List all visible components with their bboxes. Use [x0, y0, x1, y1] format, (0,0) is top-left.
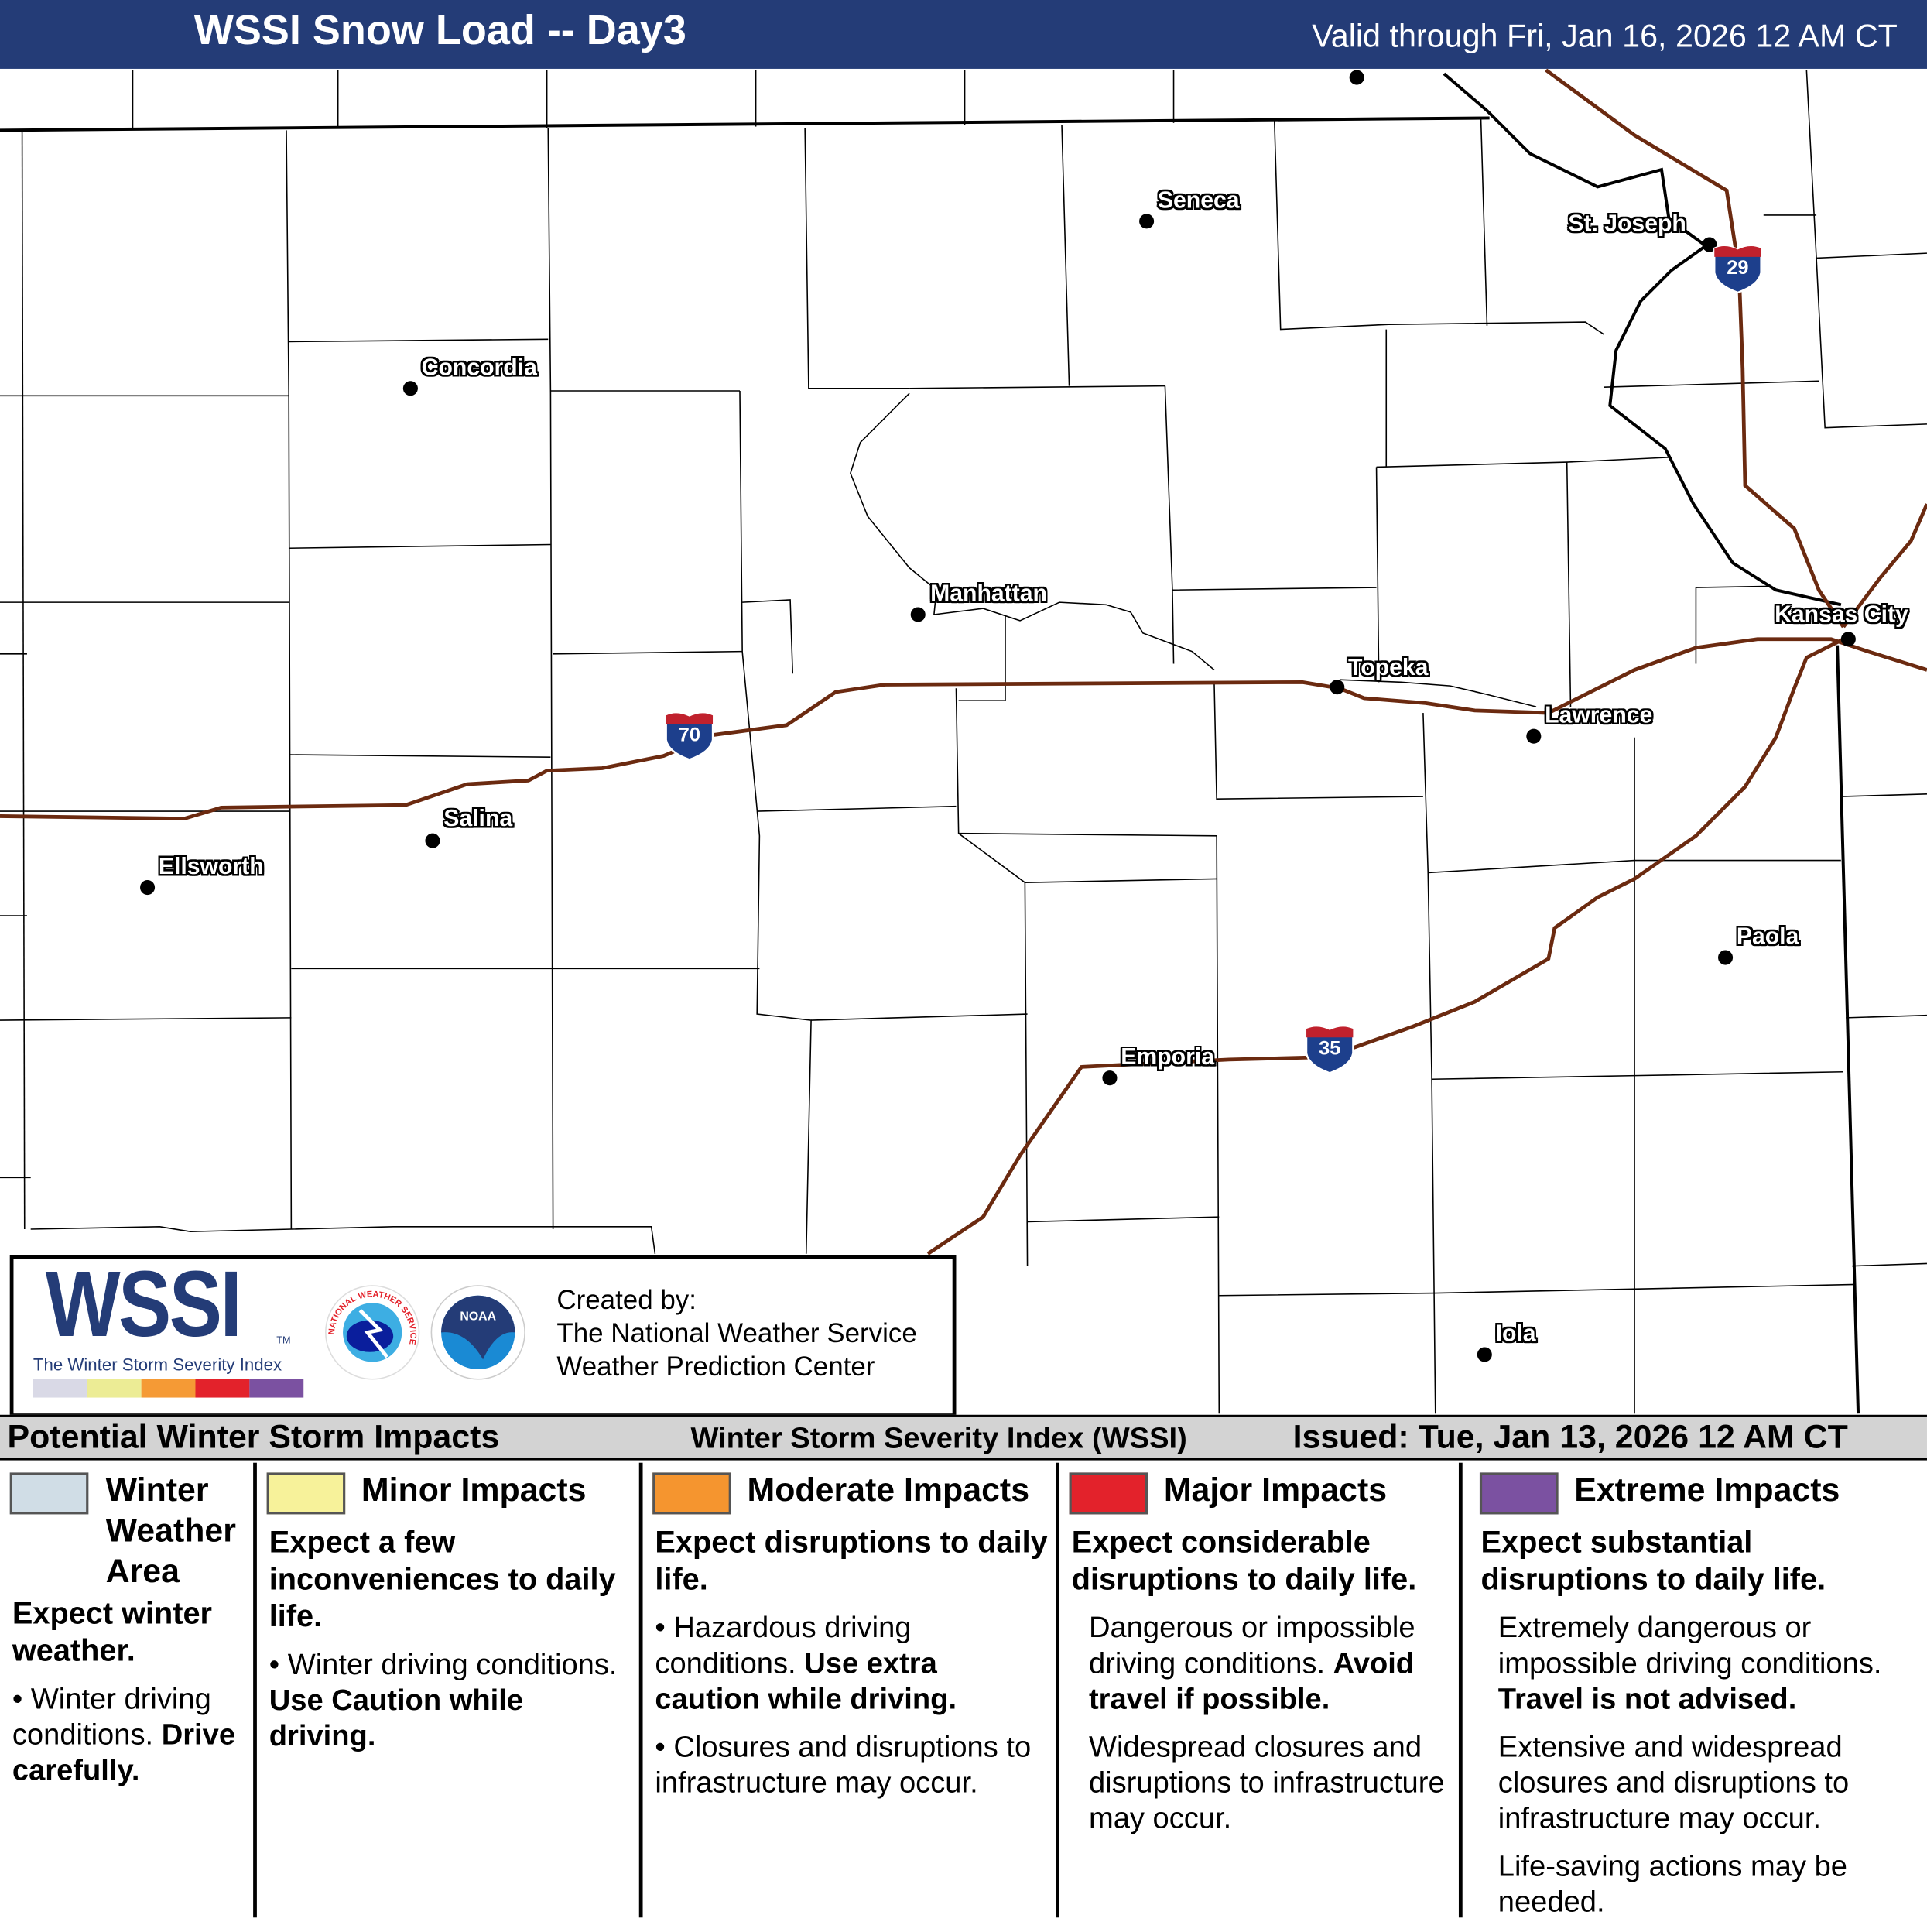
- city-label-paola: Paola: [1736, 924, 1799, 951]
- legend-text: Extremely dangerous or impossible drivin…: [1497, 1611, 1882, 1716]
- legend-index-name: Winter Storm Severity Index (WSSI): [690, 1422, 1187, 1456]
- issued-time: Issued: Tue, Jan 13, 2026 12 AM CT: [1292, 1418, 1848, 1456]
- credit-nws: The National Weather Service: [556, 1317, 917, 1349]
- legend-text: Extensive and widespread closures and di…: [1497, 1730, 1850, 1835]
- legend-swatch: [9, 1472, 89, 1515]
- city-dots: [140, 70, 1856, 1362]
- city-label-manhattan: Manhattan: [930, 581, 1047, 608]
- city-label-concordia: Concordia: [421, 355, 537, 382]
- legend-category-title: Minor Impacts: [361, 1471, 587, 1509]
- legend-swatch: [266, 1472, 346, 1515]
- interstates: [0, 68, 1927, 1255]
- wssi-subtitle: The Winter Storm Severity Index: [33, 1354, 282, 1375]
- legend-divider: [638, 1462, 643, 1918]
- legend-moderate-impacts: Moderate Impacts Expect disruptions to d…: [643, 1463, 1056, 1918]
- trademark: TM: [276, 1334, 291, 1346]
- legend-lead: Expect considerable disruptions to daily…: [1071, 1525, 1417, 1597]
- legend-extreme-impacts: Extreme Impacts Expect substantial disru…: [1463, 1463, 1927, 1919]
- legend-lead: Expect winter weather.: [12, 1596, 213, 1668]
- city-label-iola: Iola: [1495, 1321, 1536, 1348]
- legend-text: Widespread closures and disruptions to i…: [1088, 1730, 1445, 1835]
- legend-text: Dangerous or impossible driving conditio…: [1088, 1611, 1415, 1716]
- created-by-label: Created by:: [556, 1284, 697, 1316]
- credits-text: Created by: The National Weather Service…: [556, 1283, 916, 1383]
- legend-lead: Expect substantial disruptions to daily …: [1480, 1525, 1826, 1597]
- base-map: [0, 68, 1927, 1414]
- city-label-emporia: Emporia: [1121, 1044, 1214, 1071]
- legend-lead: Expect disruptions to daily life.: [655, 1525, 1048, 1597]
- legend-major-impacts: Major Impacts Expect considerable disrup…: [1059, 1463, 1459, 1918]
- legend-bullet: • Winter driving conditions. Drive caref…: [12, 1682, 236, 1787]
- legend-winter-weather-area: Winter Weather Area Expect winter weather.…: [0, 1463, 253, 1918]
- county-lines: [0, 70, 1927, 1414]
- interstate-70-shield: 70: [664, 711, 716, 761]
- city-label-kansas-city: Kansas City: [1775, 602, 1908, 629]
- legend-category-title: Moderate Impacts: [747, 1471, 1030, 1509]
- valid-time: Valid through Fri, Jan 16, 2026 12 AM CT: [1312, 17, 1898, 54]
- legend-header: Potential Winter Storm Impacts Winter St…: [0, 1414, 1927, 1461]
- city-label-ellsworth: Ellsworth: [158, 854, 264, 881]
- city-label-st-joseph: St. Joseph: [1568, 211, 1686, 238]
- noaa-logo-icon: NOAA: [430, 1285, 525, 1380]
- legend-category-title: Extreme Impacts: [1574, 1471, 1840, 1509]
- kansas-river: [850, 392, 1537, 707]
- wssi-color-bar: [33, 1379, 304, 1398]
- interstate-35-shield: 35: [1304, 1024, 1356, 1074]
- legend-divider: [253, 1462, 257, 1918]
- legend-title: Potential Winter Storm Impacts: [7, 1418, 500, 1456]
- wssi-logo: WSSI: [45, 1252, 242, 1358]
- credit-wpc: Weather Prediction Center: [556, 1351, 875, 1382]
- noaa-logo-text: NOAA: [460, 1310, 496, 1324]
- legend-swatch: [652, 1472, 731, 1515]
- legend-lead: Expect a few inconveniences to daily lif…: [269, 1525, 616, 1634]
- interstate-number: 70: [678, 724, 700, 746]
- legend-swatch: [1479, 1472, 1559, 1515]
- nws-logo-icon: NATIONAL WEATHER SERVICE: [325, 1285, 420, 1380]
- legend-bullet: • Closures and disruptions to infrastruc…: [655, 1730, 1032, 1800]
- city-label-seneca: Seneca: [1157, 187, 1240, 214]
- legend-divider: [1056, 1462, 1059, 1918]
- map-title: WSSI Snow Load -- Day3: [193, 7, 686, 54]
- legend-bullet: • Hazardous driving conditions. Use extr…: [655, 1611, 957, 1716]
- state-borders: [0, 72, 1860, 1414]
- interstate-number: 29: [1727, 258, 1749, 279]
- header-bar: WSSI Snow Load -- Day3 Valid through Fri…: [0, 0, 1927, 69]
- legend-bullet: • Winter driving conditions. Use Caution…: [269, 1648, 618, 1753]
- city-label-salina: Salina: [443, 806, 513, 833]
- interstate-29-shield: 29: [1712, 243, 1764, 294]
- city-label-lawrence: Lawrence: [1545, 703, 1653, 729]
- legend-category-title: Major Impacts: [1163, 1471, 1388, 1509]
- legend-swatch: [1069, 1472, 1148, 1515]
- legend-text: Life-saving actions may be needed.: [1497, 1849, 1848, 1919]
- legend-divider: [1458, 1462, 1463, 1918]
- interstate-number: 35: [1319, 1038, 1341, 1060]
- city-label-topeka: Topeka: [1348, 655, 1429, 681]
- legend-category-title: Winter Weather Area: [105, 1471, 236, 1590]
- legend-minor-impacts: Minor Impacts Expect a few inconvenience…: [257, 1463, 639, 1918]
- credits-box: WSSI TM The Winter Storm Severity Index …: [9, 1252, 957, 1417]
